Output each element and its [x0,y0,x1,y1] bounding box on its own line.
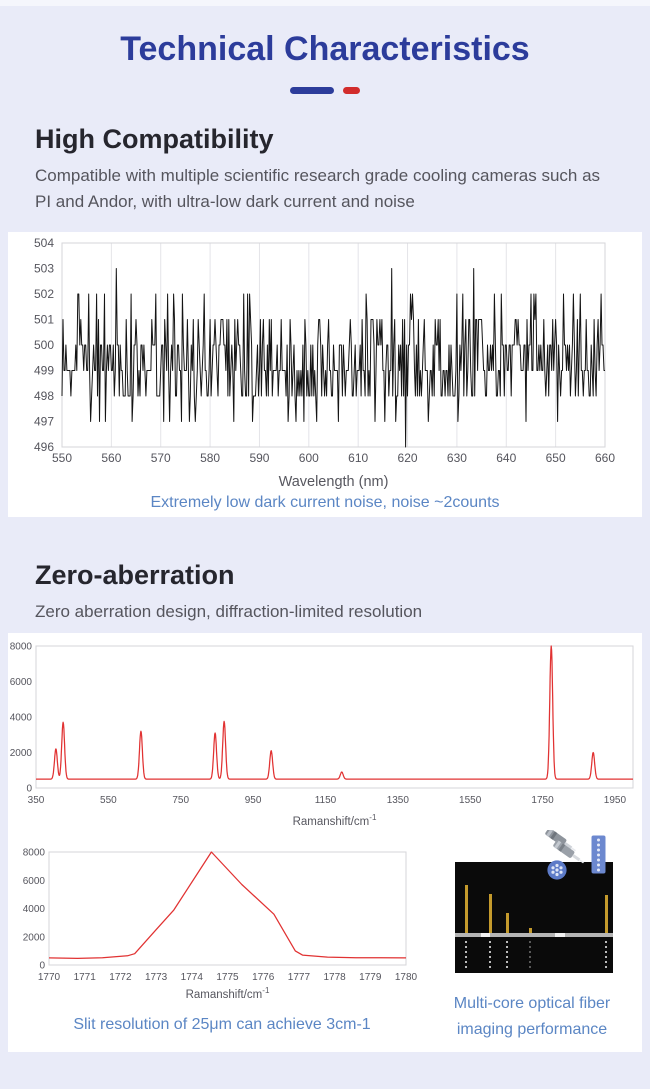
svg-text:650: 650 [546,451,566,465]
fiber-image-dot-column [605,941,607,969]
slit-x-axis-title-text: Ramanshift/cm [185,988,263,1001]
fiber-imaging-caption: Multi-core optical fiber imaging perform… [420,991,644,1043]
spectral-peak-bar [465,885,468,933]
svg-text:497: 497 [34,415,54,429]
fiber-connectors-icon [545,830,584,864]
detector-band [455,933,613,937]
dark-noise-chart: 550 560 570 580 590 600 610 620 630 640 650 660 496 4… [34,236,615,465]
svg-text:500: 500 [34,338,54,352]
zero-aberration-card: 350 550 750 950 1150 1350 1550 1750 1950 0 2000 400… [8,633,642,1052]
fiber-imaging-panel [455,862,613,973]
title-underline-red-dash [343,87,360,94]
fiber-imaging-caption-line1: Multi-core optical fiber [453,995,611,1012]
section-description-high-compatibility: Compatible with multiple scientific rese… [35,166,601,212]
svg-text:640: 640 [496,451,516,465]
dark-noise-x-axis-title: Wavelength (nm) [62,474,605,490]
raman-x-axis-title: Ramanshift/cm-1 [36,813,633,828]
svg-text:8000: 8000 [23,848,46,859]
svg-text:4000: 4000 [23,904,46,915]
svg-text:580: 580 [200,451,220,465]
spectral-peak-bar [605,895,608,933]
svg-text:350: 350 [28,795,45,806]
svg-text:503: 503 [34,262,54,276]
slit-x-axis-title: Ramanshift/cm-1 [49,986,406,1001]
svg-text:630: 630 [447,451,467,465]
svg-text:499: 499 [34,364,54,378]
svg-text:620: 620 [398,451,418,465]
svg-text:0: 0 [39,961,45,972]
svg-text:1775: 1775 [216,972,239,983]
svg-text:1774: 1774 [181,972,204,983]
svg-text:8000: 8000 [10,642,33,653]
svg-text:550: 550 [100,795,117,806]
detector-band-highlight [555,933,565,937]
svg-text:4000: 4000 [10,713,33,724]
svg-text:1780: 1780 [395,972,418,983]
svg-text:498: 498 [34,389,54,403]
dark-noise-caption: Extremely low dark current noise, noise … [150,494,500,511]
svg-text:0: 0 [26,784,32,795]
svg-text:950: 950 [245,795,262,806]
svg-text:496: 496 [34,440,54,454]
svg-text:1550: 1550 [459,795,482,806]
svg-text:1777: 1777 [288,972,311,983]
svg-text:570: 570 [151,451,171,465]
svg-text:1950: 1950 [604,795,627,806]
svg-text:1776: 1776 [252,972,275,983]
title-underline [0,87,650,94]
svg-text:501: 501 [34,313,54,327]
fiber-image-dot-column [489,941,491,969]
svg-text:610: 610 [348,451,368,465]
title-underline-blue-dash [290,87,334,94]
spectral-peak-bar [529,928,532,933]
multicore-fiber-cross-section-icon [547,860,567,880]
raman-x-axis-title-text: Ramanshift/cm [292,815,370,828]
section-heading-high-compatibility: High Compatibility [35,124,274,154]
slit-resolution-caption: Slit resolution of 25μm can achieve 3cm-… [73,1016,371,1033]
svg-text:1770: 1770 [38,972,61,983]
svg-text:6000: 6000 [10,677,33,688]
svg-text:1750: 1750 [531,795,554,806]
svg-text:2000: 2000 [23,932,46,943]
linear-fiber-array-icon [591,835,606,874]
svg-text:1773: 1773 [145,972,168,983]
svg-text:550: 550 [52,451,72,465]
svg-text:1771: 1771 [74,972,97,983]
svg-text:504: 504 [34,236,54,250]
slit-resolution-chart: 1770 1771 1772 1773 1774 1775 1776 1777 1778 1779… [23,848,418,984]
svg-text:660: 660 [595,451,615,465]
svg-text:502: 502 [34,287,54,301]
section-description-zero-aberration: Zero aberration design, diffraction-limi… [35,602,423,621]
svg-text:590: 590 [249,451,269,465]
raman-spectrum-chart: 350 550 750 950 1150 1350 1550 1750 1950 0 2000 400… [10,642,634,806]
spectral-peak-bar [489,894,492,933]
svg-text:1778: 1778 [323,972,346,983]
page-title: Technical Characteristics [120,30,530,68]
fiber-imaging-caption-line2: imaging performance [456,1021,608,1038]
fiber-image-dot-column [465,941,467,969]
detector-band-highlight [481,933,490,937]
svg-text:1772: 1772 [109,972,132,983]
svg-text:1150: 1150 [315,795,337,806]
dark-noise-x-axis-title-text: Wavelength (nm) [278,474,389,490]
page-top-strip [0,0,650,6]
svg-text:600: 600 [299,451,319,465]
svg-text:1779: 1779 [359,972,382,983]
svg-text:6000: 6000 [23,876,46,887]
section-heading-zero-aberration: Zero-aberration [35,560,235,590]
dark-noise-card: 550 560 570 580 590 600 610 620 630 640 650 660 496 4… [8,232,642,517]
svg-text:1350: 1350 [387,795,410,806]
spectral-peak-bar [506,913,509,933]
fiber-image-dot-column [506,941,508,969]
svg-text:2000: 2000 [10,748,33,759]
svg-text:750: 750 [172,795,189,806]
svg-text:560: 560 [101,451,121,465]
fiber-image-dot-column [529,941,531,969]
raman-x-axis-title-sup: -1 [369,813,377,822]
slit-x-axis-title-sup: -1 [262,986,270,995]
